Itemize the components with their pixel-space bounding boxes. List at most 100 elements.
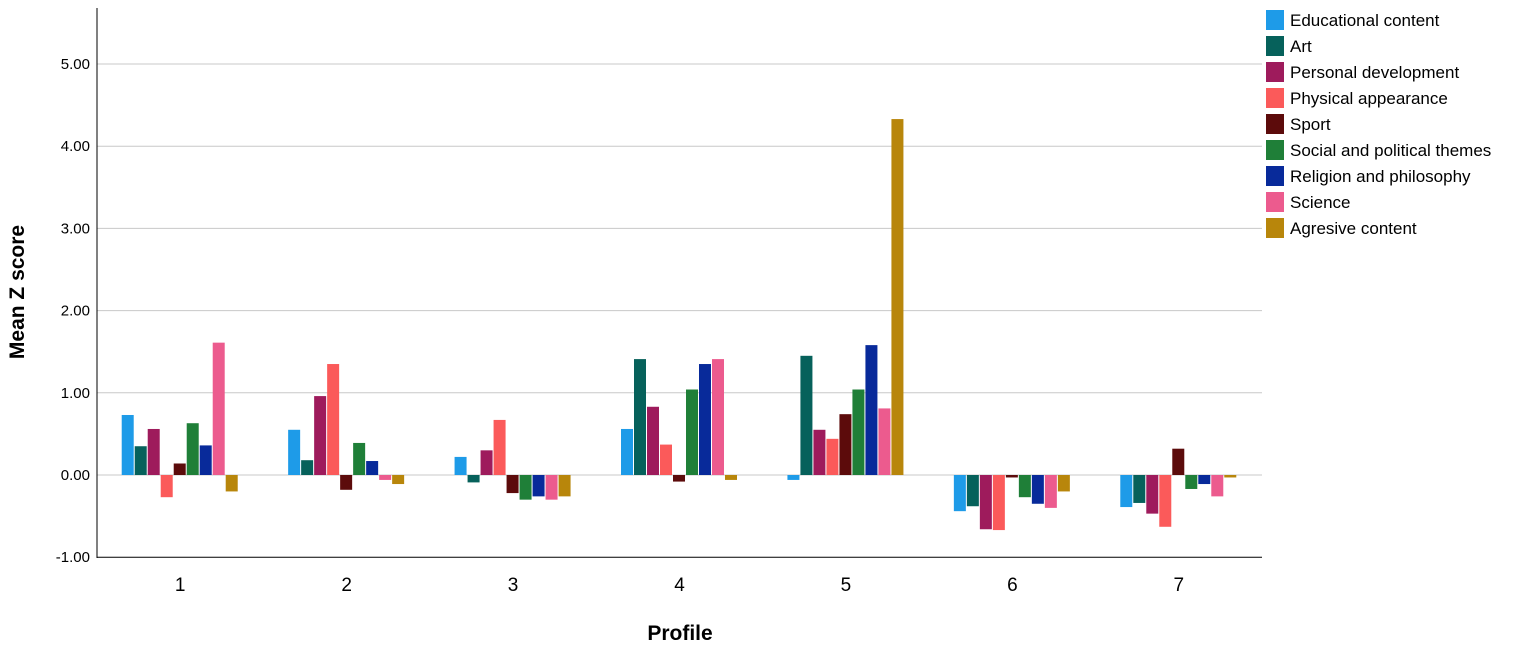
y-tick-label: 1.00 bbox=[61, 385, 90, 402]
bar bbox=[353, 442, 366, 475]
x-tick-label: 4 bbox=[674, 575, 685, 596]
x-tick-label: 7 bbox=[1173, 575, 1184, 596]
y-tick-label: 5.00 bbox=[61, 56, 90, 73]
legend-label: Social and political themes bbox=[1290, 141, 1491, 160]
bar bbox=[699, 364, 711, 475]
bar bbox=[621, 428, 633, 475]
bar bbox=[1211, 475, 1224, 497]
bar bbox=[1120, 475, 1133, 508]
bar bbox=[787, 475, 800, 480]
legend-label: Educational content bbox=[1290, 11, 1440, 30]
legend-swatch bbox=[1266, 192, 1284, 212]
bar bbox=[545, 475, 558, 500]
bar bbox=[506, 475, 519, 494]
bar bbox=[314, 396, 327, 475]
bar bbox=[186, 423, 199, 475]
bar bbox=[1198, 475, 1211, 485]
y-tick-label: 2.00 bbox=[61, 303, 90, 320]
bar bbox=[1172, 448, 1185, 475]
y-tick-label: 0.00 bbox=[61, 467, 90, 484]
bar bbox=[288, 429, 301, 475]
bar bbox=[1018, 475, 1031, 498]
bar bbox=[480, 450, 493, 475]
bar bbox=[212, 342, 225, 475]
bar bbox=[225, 475, 238, 492]
bar bbox=[519, 475, 532, 500]
bar bbox=[1185, 475, 1198, 489]
bar bbox=[121, 414, 134, 475]
bar bbox=[979, 475, 992, 530]
legend-swatch bbox=[1266, 10, 1284, 30]
gridlines bbox=[97, 63, 1262, 558]
bar bbox=[392, 475, 405, 485]
legend-label: Religion and philosophy bbox=[1290, 167, 1471, 186]
bar bbox=[558, 475, 571, 497]
x-tick-labels: 1 2 3 4 5 6 7 bbox=[175, 575, 1184, 596]
legend-label: Science bbox=[1290, 193, 1350, 212]
bar bbox=[467, 475, 480, 483]
bar bbox=[301, 460, 314, 475]
bar bbox=[366, 461, 379, 475]
bars bbox=[121, 119, 1237, 531]
legend-label: Art bbox=[1290, 37, 1312, 56]
bar bbox=[379, 475, 392, 480]
bar bbox=[1005, 475, 1018, 478]
legend-swatch bbox=[1266, 166, 1284, 186]
legend-label: Sport bbox=[1290, 115, 1331, 134]
bar bbox=[992, 475, 1005, 531]
bar bbox=[1057, 475, 1070, 492]
bar bbox=[647, 406, 659, 475]
bar bbox=[865, 345, 878, 475]
bar bbox=[1146, 475, 1159, 514]
legend-label: Agresive content bbox=[1290, 219, 1417, 238]
bar bbox=[891, 119, 904, 475]
bar bbox=[147, 428, 160, 475]
x-axis-title: Profile bbox=[647, 622, 712, 645]
bar bbox=[1031, 475, 1044, 504]
bar bbox=[1224, 475, 1237, 478]
legend-swatch bbox=[1266, 36, 1284, 56]
bar bbox=[454, 456, 467, 475]
x-tick-label: 5 bbox=[841, 575, 852, 596]
y-tick-label: 4.00 bbox=[61, 138, 90, 155]
y-tick-label: -1.00 bbox=[56, 549, 90, 566]
bar bbox=[532, 475, 545, 497]
legend-swatch bbox=[1266, 140, 1284, 160]
x-tick-label: 2 bbox=[341, 575, 352, 596]
bar bbox=[712, 359, 724, 475]
x-tick-label: 3 bbox=[508, 575, 519, 596]
legend: Educational content Art Personal developme… bbox=[1266, 10, 1491, 238]
legend-swatch bbox=[1266, 218, 1284, 238]
bar bbox=[966, 475, 979, 507]
bar bbox=[634, 359, 646, 475]
bar bbox=[1044, 475, 1057, 508]
legend-swatch bbox=[1266, 62, 1284, 82]
bar bbox=[660, 444, 672, 475]
bar bbox=[1133, 475, 1146, 503]
bar bbox=[134, 446, 147, 475]
y-tick-labels: -1.00 0.00 1.00 2.00 3.00 4.00 5.00 bbox=[56, 56, 90, 566]
bar bbox=[813, 429, 826, 475]
bar bbox=[953, 475, 966, 512]
y-axis-title: Mean Z score bbox=[6, 225, 29, 359]
bar bbox=[852, 389, 865, 475]
legend-label: Physical appearance bbox=[1290, 89, 1448, 108]
bar bbox=[199, 445, 212, 475]
legend-label: Personal development bbox=[1290, 63, 1459, 82]
legend-swatch bbox=[1266, 114, 1284, 134]
y-tick-label: 3.00 bbox=[61, 220, 90, 237]
bar bbox=[826, 438, 839, 475]
bar bbox=[800, 355, 813, 475]
bar bbox=[173, 463, 186, 475]
bar bbox=[878, 408, 891, 475]
x-tick-label: 6 bbox=[1007, 575, 1018, 596]
bar bbox=[686, 389, 698, 475]
bar bbox=[160, 475, 173, 498]
bar bbox=[839, 414, 852, 475]
bar bbox=[725, 475, 737, 480]
bar bbox=[673, 475, 685, 482]
bar bbox=[1159, 475, 1172, 527]
x-tick-label: 1 bbox=[175, 575, 186, 596]
